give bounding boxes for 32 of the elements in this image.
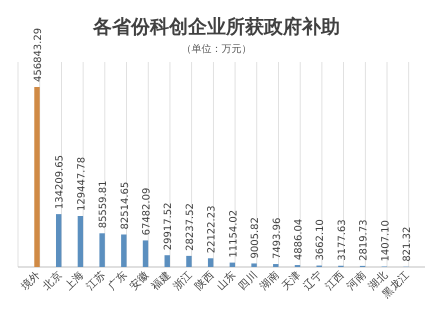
data-label: 456843.29 [32, 28, 44, 82]
data-label: 2819.73 [358, 220, 370, 261]
bar [230, 262, 236, 267]
data-label: 22122.23 [206, 206, 218, 254]
data-label: 85559.81 [98, 180, 110, 228]
data-label: 134209.65 [54, 155, 66, 210]
bar [142, 240, 148, 267]
data-label: 28237.52 [184, 203, 196, 251]
data-label: 3662.10 [315, 219, 326, 261]
bar [251, 263, 257, 267]
data-label: 7493.96 [272, 218, 283, 260]
bar [186, 256, 192, 267]
bar [121, 234, 127, 267]
bar [34, 87, 40, 267]
data-label: 821.32 [402, 226, 414, 262]
data-label: 29917.52 [163, 202, 174, 250]
bar [56, 214, 62, 267]
bar [208, 258, 214, 267]
chart-subtitle: （单位：万元） [182, 43, 252, 55]
data-label: 11154.02 [228, 210, 240, 258]
chart-title: 各省份科创企业所获政府补助 [92, 16, 340, 38]
bar [164, 255, 170, 267]
data-label: 82514.65 [120, 182, 131, 230]
bar [78, 216, 84, 267]
bar [99, 233, 105, 267]
data-label: 129447.78 [76, 156, 88, 211]
data-label: 4886.04 [293, 218, 304, 260]
data-label: 9005.82 [250, 217, 262, 258]
bar [273, 264, 278, 267]
data-label: 67482.09 [142, 188, 153, 236]
data-label: 1407.10 [380, 220, 392, 262]
data-label: 3177.63 [336, 219, 348, 261]
